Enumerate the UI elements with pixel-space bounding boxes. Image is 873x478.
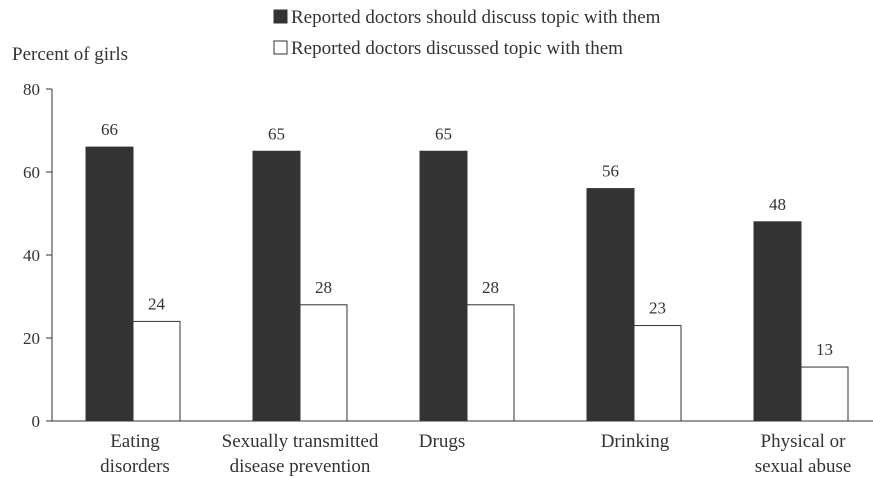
bar-should-discuss xyxy=(753,221,802,422)
x-category-label: sexual abuse xyxy=(755,456,852,477)
bar-should-discuss xyxy=(419,150,468,422)
legend: Reported doctors should discuss topic wi… xyxy=(273,7,661,59)
x-category-label: Eating xyxy=(110,431,160,452)
bar-should-discuss xyxy=(85,146,134,422)
data-label: 66 xyxy=(101,120,118,139)
y-axis-label: Percent of girls xyxy=(12,44,128,65)
legend-label-discussed: Reported doctors discussed topic with th… xyxy=(291,38,623,59)
bars xyxy=(85,146,849,422)
x-category-label: disorders xyxy=(100,456,170,477)
x-category-label: Drugs xyxy=(419,431,465,452)
x-category-label: Sexually transmitted xyxy=(222,431,379,452)
bar-should-discuss xyxy=(586,188,635,422)
data-label: 48 xyxy=(769,195,786,214)
bar-discussed xyxy=(800,366,849,422)
data-label: 24 xyxy=(148,294,166,313)
y-tick-label: 40 xyxy=(23,246,40,265)
category-labels: Eating disorders Sexually transmitted disea… xyxy=(100,431,851,477)
y-tick-label: 20 xyxy=(23,329,40,348)
bar-discussed xyxy=(466,304,515,422)
data-label: 65 xyxy=(435,124,452,143)
x-category-label: Drinking xyxy=(601,431,670,452)
data-label: 56 xyxy=(602,162,619,181)
data-labels: 66 24 65 28 65 28 56 23 48 13 xyxy=(101,120,833,359)
data-label: 28 xyxy=(482,278,499,297)
bar-discussed xyxy=(633,325,682,422)
y-ticks: 0 20 40 60 80 xyxy=(23,80,52,431)
y-tick-label: 60 xyxy=(23,163,40,182)
x-category-label: disease prevention xyxy=(230,456,371,477)
legend-swatch-should-discuss xyxy=(273,9,288,24)
bar-discussed xyxy=(299,304,348,422)
data-label: 65 xyxy=(268,124,285,143)
data-label: 23 xyxy=(649,299,666,318)
y-tick-label: 0 xyxy=(32,412,41,431)
bar-discussed xyxy=(132,320,181,422)
legend-swatch-discussed xyxy=(273,40,288,55)
y-tick-label: 80 xyxy=(23,80,40,99)
x-category-label: Physical or xyxy=(761,431,847,452)
data-label: 28 xyxy=(315,278,332,297)
data-label: 13 xyxy=(816,340,833,359)
bar-should-discuss xyxy=(252,150,301,422)
legend-label-should-discuss: Reported doctors should discuss topic wi… xyxy=(291,7,661,28)
